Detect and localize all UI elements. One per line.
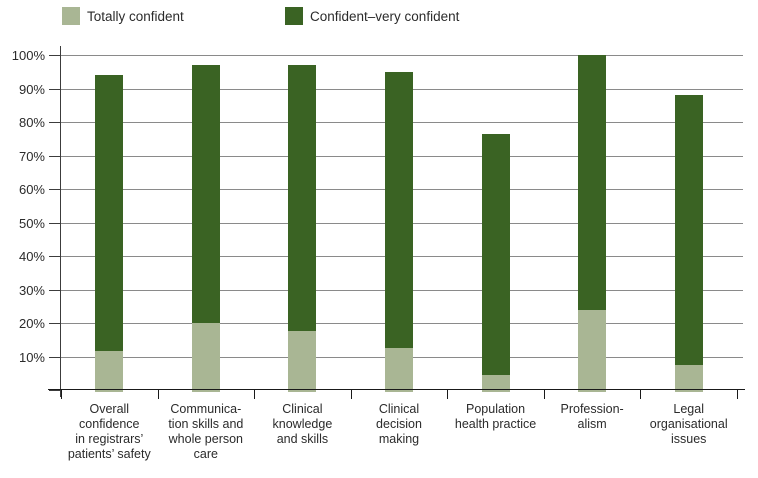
y-axis-tick — [49, 88, 61, 90]
y-tick-label-20: 20% — [18, 316, 45, 331]
y-tick-label-90: 90% — [18, 81, 45, 97]
y-axis-tick — [49, 222, 61, 224]
y-axis-tick — [49, 189, 61, 190]
x-category-label-line: health practice — [454, 417, 537, 431]
x-category-label-3: Clinical decision making — [351, 402, 448, 447]
bar-segment-confident-very-confident — [384, 71, 413, 349]
x-category-label-0: Overall confidence in registrars’ patients’… — [61, 402, 158, 462]
y-axis-line — [60, 46, 61, 397]
x-category-label-line: issues — [670, 432, 707, 446]
y-axis-tick — [49, 122, 61, 123]
y-axis-tick — [49, 55, 61, 56]
y-axis-tick — [49, 289, 61, 291]
y-tick-label-10: 10% — [18, 349, 45, 365]
legend-item-totally-confident: Totally confident — [62, 7, 184, 25]
bar-1 — [191, 0, 220, 392]
x-category-label-5: Profession-alism — [544, 402, 641, 432]
x-axis-tick — [737, 390, 738, 399]
x-category-label-line: care — [193, 447, 218, 461]
x-category-label-line: Clinical — [378, 402, 420, 416]
legend-label: Confident–very confident — [310, 8, 460, 24]
x-category-label-line: Clinical — [282, 402, 323, 416]
bar-segment-confident-very-confident — [578, 55, 607, 310]
x-category-label-line: knowledge — [272, 417, 333, 431]
x-category-label-line: Legal — [673, 402, 704, 416]
bar-segment-totally-confident — [191, 323, 220, 392]
x-category-label-line: Profession- — [560, 402, 624, 416]
x-axis-tick — [447, 390, 448, 399]
y-tick-label-30: 30% — [18, 282, 45, 298]
x-category-label-4: Population health practice — [447, 402, 544, 432]
bar-3 — [384, 0, 413, 392]
x-category-label-line: making — [378, 432, 420, 446]
y-tick-label-60: 60% — [18, 182, 45, 197]
bar-segment-confident-very-confident — [191, 65, 220, 323]
x-axis-tick — [351, 390, 352, 399]
bar-0 — [95, 0, 124, 392]
y-axis-tick — [49, 323, 61, 324]
bar-segment-confident-very-confident — [95, 75, 124, 352]
x-axis-tick — [640, 390, 641, 399]
x-category-label-line: organisational — [649, 417, 728, 431]
bar-4 — [481, 0, 510, 392]
x-category-label-line: whole person — [168, 432, 244, 446]
x-axis-tick — [254, 390, 255, 399]
bar-segment-totally-confident — [95, 351, 124, 392]
bar-5 — [578, 0, 607, 392]
x-category-label-2: Clinical knowledge and skills — [254, 402, 351, 447]
x-category-label-line: Overall — [89, 402, 130, 416]
x-category-label-line: in registrars’ — [75, 432, 144, 446]
x-category-label-line: decision — [376, 417, 422, 431]
bar-segment-totally-confident — [674, 364, 703, 392]
x-axis-line — [48, 389, 745, 390]
bar-segment-totally-confident — [288, 331, 317, 392]
x-axis-tick — [158, 390, 159, 399]
x-category-label-6: Legal organisational issues — [640, 402, 737, 447]
x-category-label-line: Communica- — [170, 402, 242, 416]
x-category-label-line: Population — [466, 402, 526, 416]
y-axis-tick — [49, 256, 61, 257]
y-axis-tick — [49, 356, 61, 358]
x-axis-tick — [544, 390, 545, 399]
x-category-label-line: tion skills and — [168, 417, 244, 431]
gridline-100 — [61, 55, 743, 56]
legend-label: Totally confident — [87, 8, 184, 24]
bar-6 — [674, 0, 703, 392]
legend-swatch-light-green — [62, 7, 80, 25]
x-category-label-1: Communica-tion skills and whole person car… — [158, 402, 255, 462]
y-tick-label-50: 50% — [18, 215, 45, 231]
y-axis-tick — [49, 155, 61, 157]
bar-segment-totally-confident — [384, 348, 413, 392]
bar-segment-confident-very-confident — [674, 95, 703, 365]
x-category-label-line: alism — [577, 417, 607, 431]
legend-swatch-dark-green — [285, 7, 303, 25]
x-category-label-line: confidence — [79, 417, 140, 431]
bar-segment-confident-very-confident — [481, 133, 510, 375]
bar-2 — [288, 0, 317, 392]
x-axis-tick — [61, 390, 62, 399]
bar-segment-confident-very-confident — [288, 65, 317, 332]
y-tick-label-100: 100% — [11, 48, 45, 63]
bar-segment-totally-confident — [481, 374, 510, 392]
y-tick-label-80: 80% — [18, 115, 45, 130]
x-category-label-line: patients’ safety — [67, 447, 151, 461]
y-axis-tick — [49, 390, 61, 391]
y-tick-label-40: 40% — [18, 249, 45, 264]
x-category-label-line: and skills — [276, 432, 329, 446]
bar-segment-totally-confident — [578, 309, 607, 392]
y-tick-label-70: 70% — [18, 148, 45, 164]
legend-item-confident-very-confident: Confident–very confident — [285, 7, 459, 25]
